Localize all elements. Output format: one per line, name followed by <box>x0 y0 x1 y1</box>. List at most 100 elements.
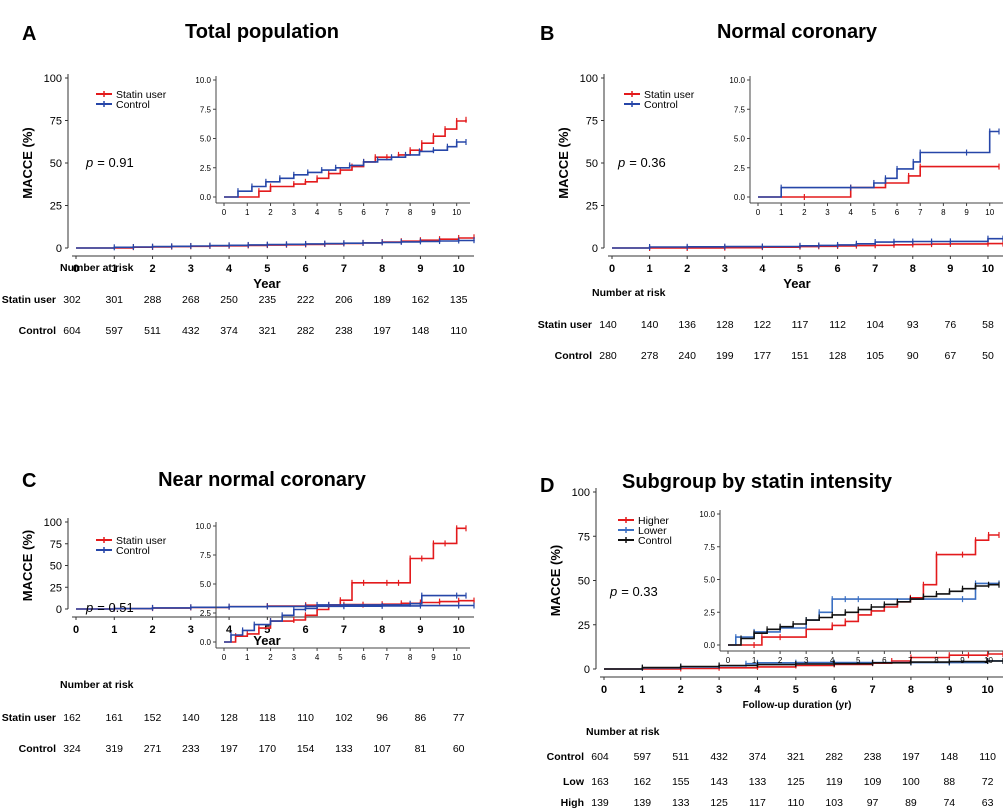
x-tick-label: 10 <box>453 263 465 275</box>
inset-x-tick-label: 2 <box>802 208 807 217</box>
risk-cell: 432 <box>710 751 728 763</box>
risk-cell: 238 <box>864 751 882 763</box>
inset-x-tick-label: 6 <box>882 656 887 665</box>
inset-x-tick-label: 8 <box>941 208 946 217</box>
risk-cell: 104 <box>866 319 884 331</box>
inset-x-tick-label: 9 <box>964 208 969 217</box>
risk-cell: 88 <box>943 776 955 788</box>
y-axis-label: MACCE (%) <box>20 530 35 602</box>
inset-x-tick-label: 1 <box>245 208 250 217</box>
inset-x-tick-label: 6 <box>895 208 900 217</box>
y-tick-label: 50 <box>586 158 598 170</box>
x-tick-label: 5 <box>264 263 270 275</box>
inset-y-tick-label: 5.0 <box>200 135 212 144</box>
inset-series-statin-user <box>758 163 1000 200</box>
x-tick-label: 7 <box>341 624 347 636</box>
risk-cell: 206 <box>335 294 353 306</box>
inset-x-tick-label: 4 <box>830 656 835 665</box>
risk-cell: 197 <box>902 751 920 763</box>
legend-label: Control <box>116 545 150 557</box>
legend-label: Statin user <box>116 89 167 101</box>
inset-x-tick-label: 9 <box>431 653 436 662</box>
risk-cell: 432 <box>182 325 200 337</box>
risk-cell: 240 <box>678 350 696 362</box>
risk-cell: 511 <box>144 325 161 337</box>
risk-cell: 319 <box>106 743 124 755</box>
panel-letter: C <box>22 470 36 492</box>
risk-cell: 93 <box>907 319 919 331</box>
x-tick-label: 6 <box>835 263 841 275</box>
x-tick-label: 7 <box>872 263 878 275</box>
risk-cell: 128 <box>220 712 238 724</box>
x-tick-label: 10 <box>982 684 994 696</box>
x-axis-label: Year <box>253 276 280 291</box>
risk-row-label: Control <box>547 751 584 763</box>
inset-x-tick-label: 9 <box>960 656 965 665</box>
panel-title: Total population <box>185 21 339 43</box>
x-tick-label: 5 <box>797 263 803 275</box>
inset-y-tick-label: 5.0 <box>734 135 746 144</box>
inset-chart: 0.0 2.5 5.0 7.5 10.0 0 1 2 3 4 5 6 7 8 9 10 <box>195 76 470 217</box>
inset-chart: 0.0 2.5 5.0 7.5 10.0 0 1 2 3 4 5 6 7 8 9 10 <box>195 522 470 662</box>
x-tick-label: 4 <box>226 263 233 275</box>
risk-table: Number at risk Control 604 597 511 432 374 321 2… <box>547 726 997 808</box>
inset-x-tick-label: 5 <box>872 208 877 217</box>
risk-cell: 282 <box>825 751 843 763</box>
risk-cell: 135 <box>450 294 468 306</box>
risk-cell: 103 <box>825 797 843 808</box>
inset-series-control <box>224 592 467 643</box>
risk-cell: 105 <box>866 350 884 362</box>
risk-cell: 161 <box>106 712 124 724</box>
x-tick-label: 8 <box>379 263 385 275</box>
p-symbol: p <box>85 600 93 615</box>
y-tick-label: 100 <box>572 487 590 499</box>
risk-cell: 197 <box>220 743 238 755</box>
x-tick-label: 6 <box>303 624 309 636</box>
inset-x-tick-label: 10 <box>452 653 461 662</box>
inset-x-tick-label: 1 <box>752 656 757 665</box>
risk-cell: 117 <box>749 797 766 808</box>
risk-cell: 324 <box>63 743 81 755</box>
risk-cell: 268 <box>182 294 200 306</box>
inset-series-control <box>728 581 1000 646</box>
inset-x-tick-label: 5 <box>856 656 861 665</box>
risk-cell: 604 <box>591 751 609 763</box>
legend-label: Control <box>644 99 678 111</box>
risk-cell: 133 <box>672 797 690 808</box>
inset-series-control <box>224 139 467 198</box>
legend-label: Lower <box>638 525 667 537</box>
risk-cell: 155 <box>672 776 690 788</box>
y-axis-label: MACCE (%) <box>556 127 571 199</box>
legend-label: Control <box>116 99 150 111</box>
y-tick-label: 50 <box>50 158 62 170</box>
x-tick-label: 0 <box>73 263 79 275</box>
panel-title: Subgroup by statin intensity <box>622 471 893 493</box>
y-tick-label: 0 <box>592 243 598 255</box>
y-tick-label: 50 <box>578 576 590 588</box>
series-control <box>612 235 1003 250</box>
risk-row-label: Control <box>555 350 592 362</box>
x-tick-label: 9 <box>417 263 423 275</box>
inset-x-tick-label: 8 <box>408 208 413 217</box>
inset-x-tick-label: 7 <box>385 653 390 662</box>
risk-cell: 50 <box>982 350 994 362</box>
x-tick-label: 3 <box>716 684 722 696</box>
inset-km-curve <box>728 583 999 646</box>
x-tick-label: 5 <box>264 624 270 636</box>
inset-x-tick-label: 0 <box>222 653 227 662</box>
inset-y-tick-label: 2.5 <box>734 164 746 173</box>
risk-cell: 162 <box>634 776 652 788</box>
x-tick-label: 8 <box>908 684 914 696</box>
risk-cell: 140 <box>641 319 659 331</box>
risk-cell: 112 <box>829 319 846 331</box>
inset-x-tick-label: 7 <box>918 208 923 217</box>
inset-x-tick-label: 3 <box>804 656 809 665</box>
risk-cell: 321 <box>259 325 277 337</box>
